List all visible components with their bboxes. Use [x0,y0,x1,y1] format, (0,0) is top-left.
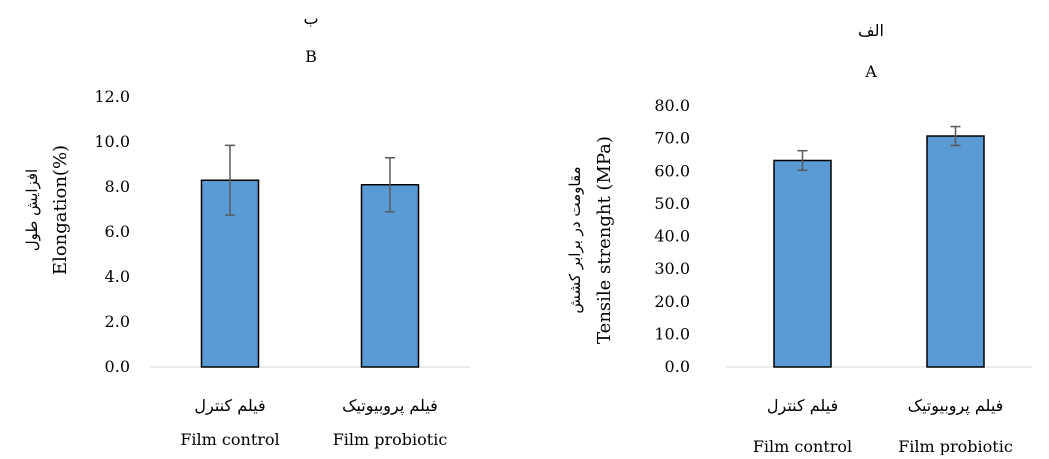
chart-a-y-tick-label: 40.0 [654,227,690,246]
chart-a-y-axis-label-fa: مقاومت در برابر کشش [566,166,584,313]
chart-b-bar [360,184,420,368]
chart-a-category-label: Film probiotic [898,437,1013,455]
chart-b-y-tick-label: 0.0 [105,357,130,376]
chart-a-title-fa: الف [858,21,884,40]
chart-b-y-tick-label: 10.0 [94,132,130,151]
chart-a-y-tick-label: 50.0 [654,194,690,213]
chart-b-y-axis-label-fa: افزایش طول [23,169,41,251]
chart-a-category-label-fa: فیلم کنترل [767,396,838,416]
chart-b-y-tick-label: 2.0 [105,312,130,331]
chart-b-category-label-fa: فیلم کنترل [194,396,265,416]
chart-b-y-tick-label: 6.0 [105,222,130,241]
chart-a-bar [926,135,985,368]
chart-b-category-label: Film control [180,430,279,449]
chart-b-category-label: Film probiotic [333,430,448,449]
chart-b-y-tick-label: 4.0 [105,267,130,286]
chart-a-category-label-fa: فیلم پروبیوتیک [908,396,1004,416]
chart-a-category-label: Film control [753,437,852,455]
chart-b-title-fa: ب [303,9,318,28]
chart-a-title: A [864,62,877,81]
chart-b-y-axis-label: Elongation(%) [50,145,71,275]
chart-a-y-tick-label: 80.0 [654,96,690,115]
chart-a-y-tick-label: 30.0 [654,259,690,278]
chart-a-y-tick-label: 60.0 [654,161,690,180]
chart-b-category-label-fa: فیلم پروبیوتیک [342,396,438,416]
chart-a-y-tick-label: 10.0 [654,324,690,343]
chart-a-y-axis-label: Tensile strenght (MPa) [594,136,615,344]
chart-a-y-tick-label: 0.0 [665,357,690,376]
chart-b-title: B [305,47,317,66]
chart-b-y-tick-label: 8.0 [105,177,130,196]
chart-a-y-tick-label: 70.0 [654,129,690,148]
chart-a-y-tick-label: 20.0 [654,292,690,311]
chart-b-y-tick-label: 12.0 [94,87,130,106]
chart-a-bar [773,159,832,368]
